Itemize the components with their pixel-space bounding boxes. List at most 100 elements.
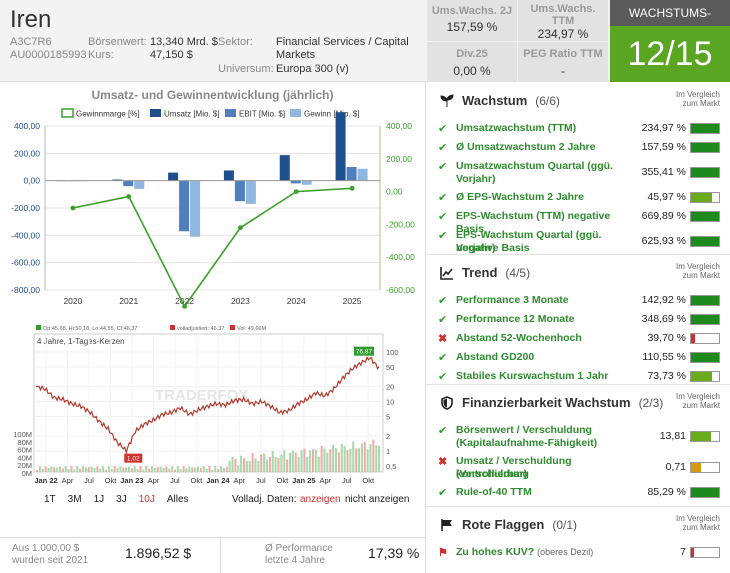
legend-item[interactable]: Umsatz [Mio. $] [150,109,220,119]
perf-label-line1: Ø Performance [265,543,333,554]
margin-point [293,189,299,194]
score-bar-fill [691,212,719,221]
bar [234,180,245,202]
price-chart: Op:45,68, Hi:50,18, Lo:44,55, CI:46,37 vo… [13,325,399,485]
volume-bar [128,466,130,472]
volume-bar [358,448,360,472]
score-bar-fill [691,548,694,557]
range-button-alles[interactable]: Alles [166,494,189,505]
volume-bar [343,446,346,472]
volume-bar [332,444,335,472]
legend-label: EBIT [Mio. $] [239,110,285,119]
volume-bar [363,441,366,472]
score-bar-fill [691,432,711,441]
x-tick: Jul [256,476,266,485]
volume-bar [82,466,84,472]
y-left-tick: 400,00 [14,121,40,131]
volume-bar [47,468,50,472]
section-title: Finanzierbarkeit Wachstum [462,395,631,410]
legend-item[interactable]: Gewinnmarge [%] [61,108,140,119]
volume-bar [286,459,289,472]
margin-point [349,185,355,191]
universe-label: Universum: [218,63,274,75]
volume-bar [185,468,188,472]
criteria-row[interactable]: ✖ Umsatz / Verschuldung (Verschuldung kont… [438,455,722,483]
criteria-row[interactable]: ✔ Börsenwert / Verschuldung (Kapitalaufnah… [438,424,722,452]
legend-item[interactable]: Gewinn [Mio. $] [290,109,360,119]
y-left-tick: 80M [17,438,32,447]
criteria-row[interactable]: ✔ EPS-Wachstum (TTM) negative Basis 669,89… [438,210,722,235]
y-right-tick: 400,00 [386,121,412,131]
volume-bar [375,445,378,472]
volume-bar [266,459,268,472]
range-button-3j[interactable]: 3J [116,494,127,505]
criteria-row[interactable]: ✔ Ø Umsatzwachstum 2 Jahre 157,59 % [438,141,722,157]
bar [112,179,123,181]
volume-bar [36,470,38,472]
low-label: 1,02 [127,456,140,463]
volume-bar [182,466,185,472]
criteria-row[interactable]: ✔ EPS-Wachstum Quartal (ggü. Vorjahr) nega… [438,229,722,257]
range-button-1j[interactable]: 1J [93,494,105,505]
sector-label: Sektor: [218,36,253,48]
volume-bar [197,466,199,472]
y-left-tick: -800,00 [11,285,40,295]
criteria-row[interactable]: ✔ Performance 12 Monate 348,69 % [438,313,722,329]
volume-bar [176,466,179,472]
volume-bar [87,467,90,472]
criteria-row[interactable]: ⚑ Zu hohes KUV? (oberes Dezil) 7 [438,546,722,562]
criteria-row[interactable]: ✔ Ø EPS-Wachstum 2 Jahre 45,97 % [438,191,722,207]
x-tick: 2022 [175,296,194,306]
x-tick: Okt [105,476,118,485]
volume-bar [208,466,211,472]
legend-item[interactable]: EBIT [Mio. $] [225,109,285,119]
criteria-row[interactable]: ✔ Umsatzwachstum (TTM) 234,97 % [438,122,722,138]
volume-bar [90,466,93,472]
bar [357,168,368,181]
volume-bar [199,468,202,472]
score-bar [690,142,720,153]
volume-bar [335,448,337,472]
bar [190,180,201,237]
criteria-value: 0,71 [665,461,686,473]
volume-bar [156,466,159,472]
x-tick: Jul [342,476,352,485]
score-bar [690,462,720,473]
price-value: 47,150 $ [150,49,193,61]
criteria-row[interactable]: ✔ Performance 3 Monate 142,92 % [438,294,722,310]
x-tick: Apr [234,476,246,485]
criteria-value: 142,92 % [641,294,686,306]
volume-bar [168,468,171,472]
volume-bar [237,465,240,472]
trend-chart-icon [440,266,454,280]
range-button-3m[interactable]: 3M [67,494,82,505]
price-line [35,355,380,455]
criteria-row[interactable]: ✔ Rule-of-40 TTM 85,29 % [438,486,722,502]
volume-bar [188,466,191,472]
bar [245,180,256,204]
check-icon: ✔ [438,314,448,326]
criteria-row[interactable]: ✔ Stabiles Kurswachstum 1 Jahr 73,73 % [438,370,722,386]
legend-label: Umsatz [Mio. $] [164,110,220,119]
criteria-label: Umsatzwachstum Quartal (ggü. [456,160,613,172]
volume-bar [148,468,151,472]
range-button-1t[interactable]: 1T [44,494,56,505]
comparison-label-line1: Im Vergleich [675,514,720,523]
range-button-10j[interactable]: 10J [138,494,155,505]
score-bar-fill [691,237,719,246]
perf-label-line2: letzte 4 Jahre [265,555,326,566]
bar [335,112,346,181]
criteria-row[interactable]: ✔ Abstand GD200 110,55 % [438,351,722,367]
adjusted-hide-link[interactable]: nicht anzeigen [345,494,410,505]
sector-value-line2: Markets [276,49,316,61]
criteria-value: 157,59 % [641,141,686,153]
check-icon: ✔ [438,295,448,307]
y-left-tick: -400,00 [11,230,40,240]
criteria-row[interactable]: ✔ Umsatzwachstum Quartal (ggü. Vorjahr) 355… [438,160,722,188]
y-right-tick: 0,00 [386,187,403,197]
adjusted-show-link[interactable]: anzeigen [300,494,341,505]
criteria-row[interactable]: ✖ Abstand 52-Wochenhoch 39,70 % [438,332,722,348]
volume-bar [99,468,102,472]
sector-value-line1: Financial Services / Capital [276,36,409,48]
y-right-tick: 100 [386,348,399,357]
